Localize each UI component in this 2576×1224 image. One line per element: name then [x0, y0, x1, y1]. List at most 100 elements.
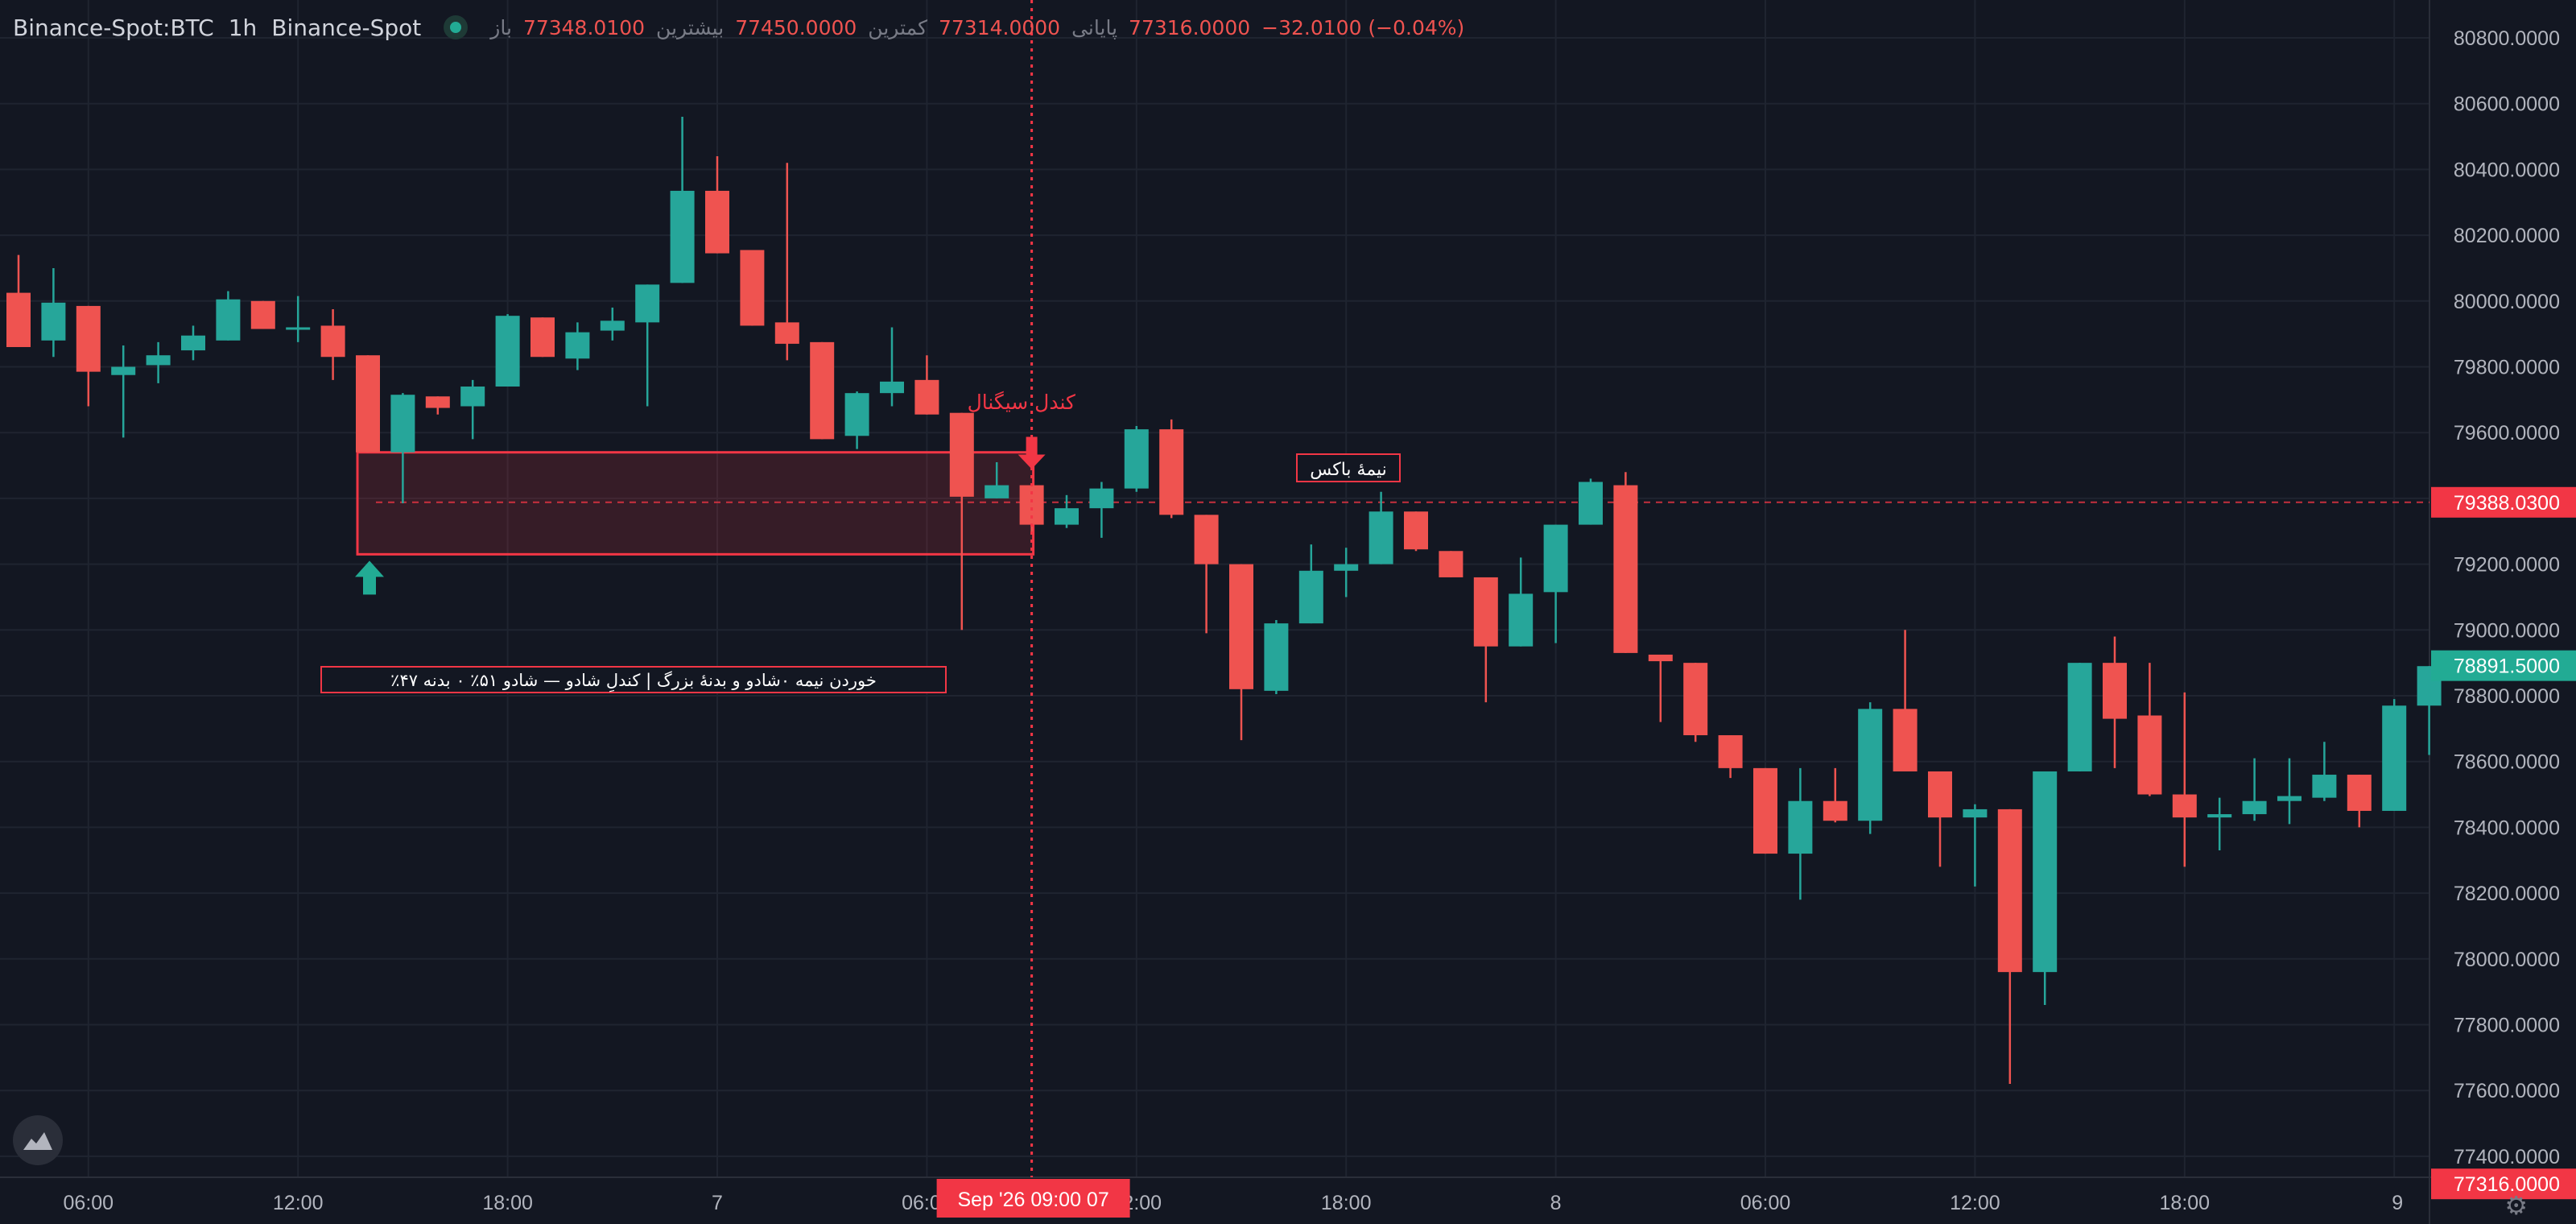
range-box[interactable]: [356, 451, 1035, 556]
close-label: پایانی: [1071, 15, 1118, 39]
gear-icon[interactable]: ⚙: [2504, 1190, 2528, 1221]
candle-body[interactable]: [2207, 814, 2232, 818]
candle-body[interactable]: [250, 300, 275, 329]
candle-body[interactable]: [216, 299, 241, 341]
price-badge[interactable]: [2431, 486, 2576, 518]
y-tick-label: 78400.0000: [2454, 817, 2560, 839]
candle-body[interactable]: [1718, 735, 1743, 768]
candle-body[interactable]: [774, 322, 799, 344]
up-arrow-icon: [355, 560, 384, 595]
candle-body[interactable]: [1055, 508, 1079, 525]
candle-body[interactable]: [1928, 771, 1952, 818]
price-badge-label: 77316.0000: [2454, 1173, 2560, 1196]
price-badge-label: 78891.5000: [2454, 655, 2560, 678]
candle-body[interactable]: [1858, 709, 1883, 821]
symbol-name[interactable]: Binance-Spot:BTC: [13, 14, 214, 41]
candle-body[interactable]: [2067, 663, 2092, 771]
candle-body[interactable]: [1579, 482, 1603, 525]
candle-body[interactable]: [1229, 564, 1253, 689]
candle-body[interactable]: [41, 302, 66, 341]
candle-body[interactable]: [600, 320, 625, 331]
candle-body[interactable]: [1648, 654, 1673, 662]
candle-body[interactable]: [1368, 511, 1393, 564]
candle-body[interactable]: [1298, 570, 1323, 624]
candle-body[interactable]: [1753, 767, 1777, 854]
candle-body[interactable]: [1089, 488, 1114, 509]
candle-body[interactable]: [2172, 794, 2197, 818]
candle-body[interactable]: [740, 250, 765, 326]
y-tick-label: 80600.0000: [2454, 93, 2560, 116]
candle-body[interactable]: [880, 381, 904, 394]
info-label: ٪خوردن نیمه ۰شادو و بدنهٔ بزرگ | کندلِ ش…: [390, 671, 877, 693]
y-tick-label: 77600.0000: [2454, 1080, 2560, 1102]
candle-body[interactable]: [2312, 775, 2337, 798]
candle-body[interactable]: [1334, 564, 1359, 571]
candle-body[interactable]: [390, 395, 415, 453]
y-tick-label: 79600.0000: [2454, 422, 2560, 445]
candle-body[interactable]: [2277, 796, 2301, 801]
y-tick-label: 78800.0000: [2454, 685, 2560, 708]
info-label-frame: [320, 666, 947, 693]
price-badge[interactable]: [2431, 1168, 2576, 1200]
x-tick-label: 06:00: [1740, 1192, 1791, 1214]
candle-body[interactable]: [460, 387, 485, 407]
y-tick-label: 77400.0000: [2454, 1146, 2560, 1168]
candle-body[interactable]: [1439, 551, 1463, 577]
status-dot-icon: [444, 15, 469, 39]
candle-body[interactable]: [1613, 485, 1638, 653]
candle-body[interactable]: [985, 485, 1009, 498]
candle-body[interactable]: [1509, 593, 1534, 647]
candle-body[interactable]: [356, 355, 380, 453]
candle-body[interactable]: [6, 292, 31, 347]
y-tick-label: 80400.0000: [2454, 159, 2560, 181]
candle-body[interactable]: [1997, 808, 2022, 973]
candle-body[interactable]: [1893, 709, 1918, 771]
ohlc-values: باز 77348.0100 بیشترین 77450.0000 کمترین…: [490, 16, 1464, 39]
candle-body[interactable]: [565, 332, 590, 359]
candle-body[interactable]: [1823, 800, 1847, 821]
candle-body[interactable]: [1473, 577, 1498, 647]
candle-body[interactable]: [635, 284, 660, 323]
y-tick-label: 79000.0000: [2454, 619, 2560, 642]
candle-body[interactable]: [111, 366, 136, 375]
candle-body[interactable]: [2137, 715, 2162, 795]
candle-body[interactable]: [1543, 524, 1568, 593]
candle-body[interactable]: [1963, 808, 1988, 818]
candle-body[interactable]: [949, 412, 974, 497]
candle-body[interactable]: [425, 396, 450, 408]
candle-body[interactable]: [2103, 663, 2127, 719]
candle-body[interactable]: [844, 393, 869, 436]
mid-box-label: نیمهٔ باکس: [1310, 460, 1387, 480]
candle-body[interactable]: [286, 327, 311, 330]
candle-body[interactable]: [2033, 771, 2058, 973]
candle-body[interactable]: [810, 341, 835, 440]
candle-body[interactable]: [1019, 485, 1044, 525]
candle-body[interactable]: [1404, 511, 1428, 550]
candle-body[interactable]: [670, 190, 695, 283]
candle-body[interactable]: [1264, 623, 1289, 691]
candle-body[interactable]: [2242, 800, 2267, 815]
candle-body[interactable]: [146, 355, 171, 366]
x-tick-label: 18:00: [1321, 1192, 1372, 1214]
price-badge[interactable]: [2431, 650, 2576, 681]
candle-body[interactable]: [914, 379, 939, 415]
candle-body[interactable]: [2347, 775, 2372, 811]
candle-body[interactable]: [320, 325, 345, 358]
candle-body[interactable]: [1124, 429, 1149, 489]
high-label: بیشترین: [656, 15, 724, 39]
candle-body[interactable]: [530, 317, 555, 358]
crosshair-time-badge[interactable]: [936, 1179, 1130, 1218]
candle-body[interactable]: [2382, 705, 2407, 811]
interval-label[interactable]: 1h: [228, 14, 258, 41]
candle-body[interactable]: [1788, 800, 1813, 854]
crosshair-time-label: Sep '26 09:00 07: [957, 1189, 1108, 1211]
candle-body[interactable]: [495, 316, 520, 387]
candle-body[interactable]: [1159, 429, 1184, 515]
tradingview-logo-icon[interactable]: [13, 1115, 63, 1165]
candle-body[interactable]: [76, 305, 101, 372]
candle-body[interactable]: [1683, 663, 1708, 736]
candle-body[interactable]: [705, 190, 729, 254]
candle-body[interactable]: [1194, 515, 1219, 564]
candle-body[interactable]: [181, 335, 205, 351]
